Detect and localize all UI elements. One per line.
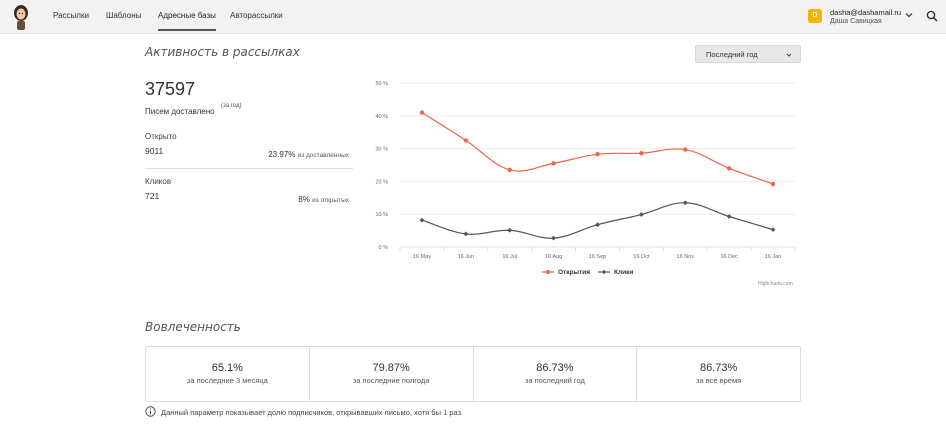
engagement-value: 65.1% [211,362,243,374]
y-tick-label: 0 % [379,245,389,251]
x-tick-label: 16 Aug [545,254,562,260]
legend-label: Клики [614,269,633,276]
data-point [551,161,556,166]
data-point [770,181,776,187]
activity-section-title: Активность в рассылках [145,45,300,59]
engagement-cell-3-months: 65.1% за последние 3 месяца [146,347,310,401]
data-point [683,147,688,152]
engagement-cell-half-year: 79.87% за последние полгода [310,347,474,401]
data-point [595,151,600,157]
data-point [595,222,600,228]
y-tick-label: 30 % [375,147,388,153]
nav-item-address-bases[interactable]: Адресные базы [158,11,216,31]
clicks-value: 721 [145,191,160,201]
x-tick-label: 16 Jun [458,254,475,260]
data-point [726,214,732,219]
clicks-pct: 8% [298,195,310,204]
chevron-down-icon[interactable] [904,10,914,20]
data-point [419,217,425,223]
y-tick-label: 10 % [375,212,388,218]
x-tick-label: 16 Nov [677,254,695,260]
nav-item-mailings[interactable]: Рассылки [53,11,89,20]
engagement-section-title: Вовлеченность [145,320,241,334]
data-point [770,227,776,233]
engagement-cell-year: 86.73% за последний год [474,347,638,401]
engagement-value: 86.73% [536,362,574,374]
x-tick-label: 16 Jul [502,254,517,260]
y-tick-label: 50 % [375,81,388,87]
engagement-label: за последние 3 месяца [186,376,268,385]
engagement-cell-all-time: 86.73% за все время [637,347,800,401]
clicks-label: Кликов [145,177,172,186]
opened-percentage: 23.97% из доставленных [268,150,349,159]
clicks-percentage: 8% из открытых [298,195,349,204]
legend-label: Открытия [558,269,590,276]
engagement-stats: 65.1% за последние 3 месяца 79.87% за по… [145,346,801,402]
data-point [726,166,732,171]
data-point [551,235,557,241]
data-point [682,200,688,206]
legend-marker [546,270,550,274]
engagement-value: 86.73% [699,362,738,374]
stats-divider [145,168,353,169]
engagement-value: 79.87% [372,362,410,374]
chart-credits[interactable]: Highcharts.com [758,281,793,287]
engagement-info-text: Данный параметр показывает долю подписчи… [161,408,464,417]
clicks-pct-note: из открытых [312,197,349,204]
engagement-label: за последний год [524,376,585,385]
data-point [463,231,469,237]
chevron-down-icon [786,53,792,57]
opened-value: 9011 [145,146,164,156]
data-point [507,227,513,233]
delivered-label: Писем доставлено [145,107,215,116]
series-line-clicks [421,202,774,239]
data-point [507,167,512,173]
user-avatar-badge[interactable]: D [808,9,822,23]
delivered-count: 37597 [145,79,196,99]
engagement-label: за последние полгода [352,376,430,385]
engagement-label: за все время [696,376,742,385]
x-tick-label: 16 Sep [589,254,606,260]
activity-line-chart: 0 % 10 % 20 % 30 % 40 % 50 % 16 May 16 Jun 16 Ju… [375,81,796,276]
x-tick-label: 16 Oct [633,254,650,260]
x-tick-label: 16 Jan [765,254,782,260]
legend-marker [601,269,607,275]
opened-pct-note: из доставленных [297,152,349,159]
top-navigation-bar: Рассылки Шаблоны Адресные базы Авторассы… [0,0,946,34]
data-point [419,110,425,115]
period-select[interactable]: Последний год [695,45,801,63]
search-icon[interactable] [926,10,938,22]
period-select-value: Последний год [706,50,758,59]
y-tick-label: 20 % [375,179,388,185]
user-email[interactable]: dasha@dashamail.ru [830,8,901,17]
data-point [638,212,644,217]
y-tick-label: 40 % [375,114,388,120]
user-name[interactable]: Даша Савицкая [830,18,882,25]
nav-item-automailings[interactable]: Авторассылки [230,11,283,20]
data-point [639,150,644,156]
info-icon [145,406,156,417]
data-point [463,138,469,143]
opened-label: Открыто [145,132,177,141]
x-tick-label: 16 Dec [720,254,738,260]
avatar-logo-icon[interactable] [9,3,33,31]
delivered-period-note: (за год) [221,103,242,109]
x-tick-label: 16 May [413,254,431,260]
nav-item-templates[interactable]: Шаблоны [106,11,142,20]
opened-pct: 23.97% [268,150,296,159]
